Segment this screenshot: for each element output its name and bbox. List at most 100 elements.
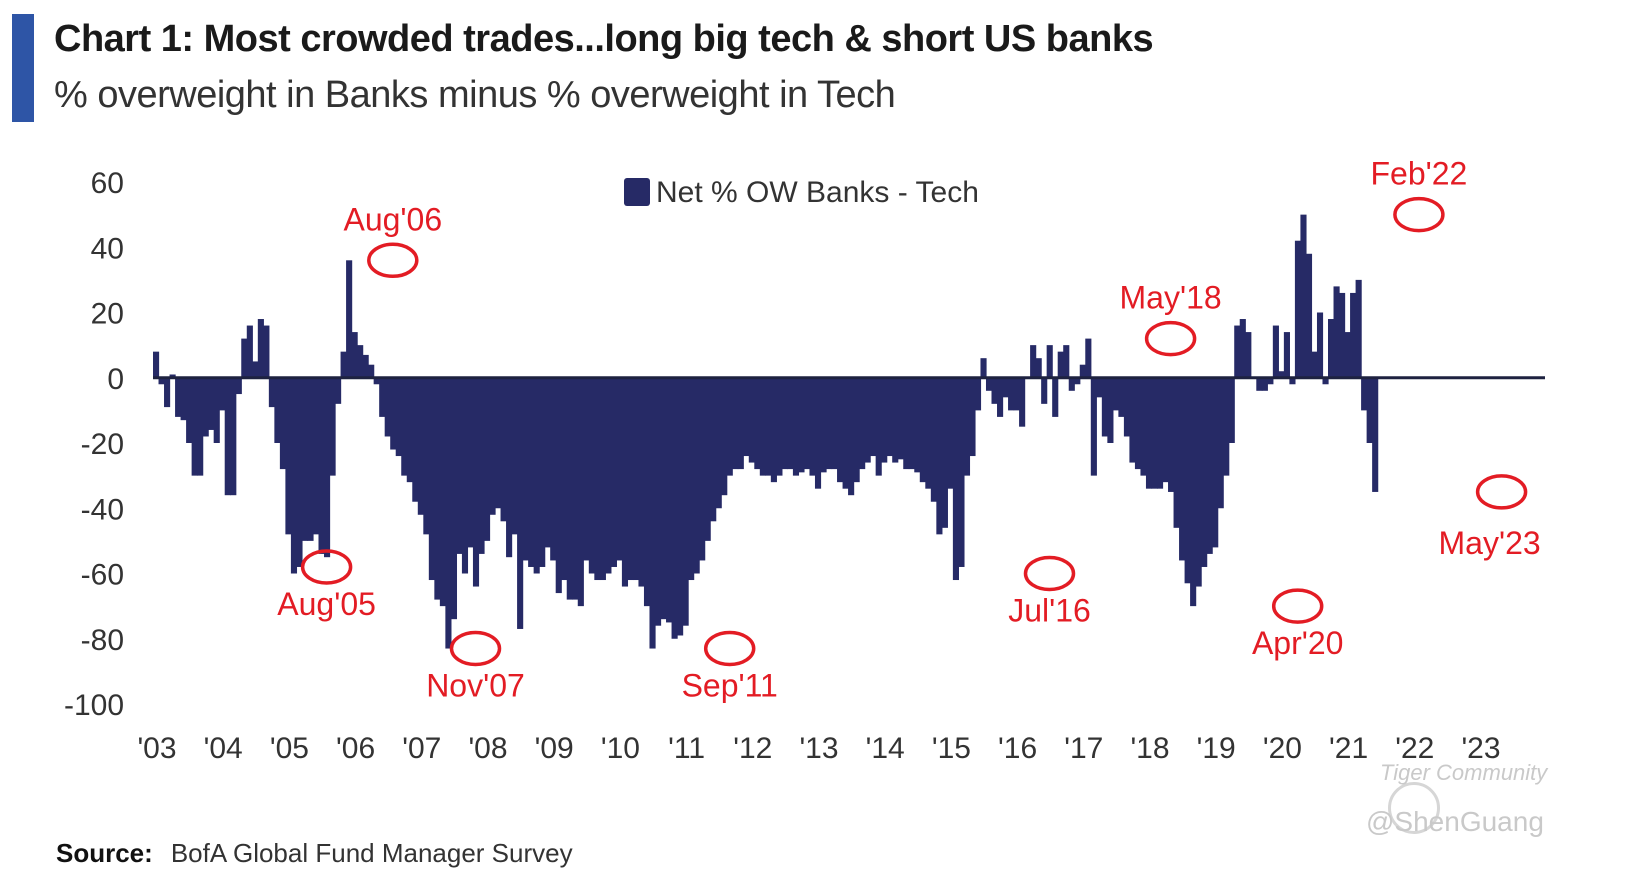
x-tick-label: '09 — [535, 732, 574, 765]
bar — [241, 338, 248, 378]
bar — [671, 377, 678, 639]
bar — [875, 377, 882, 476]
bar — [621, 377, 629, 587]
bar — [897, 377, 904, 460]
bar — [153, 351, 160, 378]
bar — [814, 377, 822, 489]
bar — [997, 377, 1004, 417]
annotation-label: Apr'20 — [1252, 625, 1344, 661]
bar — [1008, 377, 1015, 411]
bar — [969, 377, 976, 457]
source-label: Source: — [56, 838, 153, 868]
bar — [555, 377, 562, 594]
bar — [588, 377, 595, 574]
bar — [296, 377, 303, 567]
bar — [991, 377, 998, 404]
bar — [721, 377, 728, 496]
bar — [1035, 358, 1042, 378]
x-tick-label: '06 — [336, 732, 375, 765]
bar — [1333, 286, 1340, 378]
bar — [351, 332, 358, 378]
x-tick-label: '03 — [137, 732, 176, 765]
bar — [285, 377, 292, 535]
x-axis: '03 '04 '05 '06 '07 '08 '09 '10 '11 '12 '13 '14 '15 '… — [137, 732, 1500, 765]
bar — [925, 377, 932, 489]
bar — [980, 358, 987, 378]
bar — [544, 377, 551, 548]
bar — [837, 377, 844, 483]
bar — [610, 377, 617, 567]
y-tick-label: 60 — [91, 167, 124, 200]
bar — [324, 377, 331, 558]
bar — [809, 377, 816, 476]
bar — [357, 345, 364, 378]
y-axis: 60 40 20 0 -20 -40 -60 -80 -100 — [64, 167, 124, 722]
bar — [1134, 377, 1142, 470]
bar — [710, 377, 717, 522]
legend-swatch — [624, 178, 650, 206]
bar — [368, 364, 375, 378]
bar — [616, 377, 623, 561]
bar — [500, 377, 507, 522]
bar — [963, 377, 971, 476]
bar — [186, 377, 193, 443]
bar — [820, 377, 827, 473]
bar — [456, 377, 463, 554]
tiger-logo-icon — [1388, 782, 1440, 834]
x-tick-label: '18 — [1130, 732, 1169, 765]
bar — [765, 377, 772, 476]
bar — [467, 377, 474, 548]
bar — [312, 377, 320, 535]
bar — [445, 377, 452, 649]
annotation-circle — [703, 630, 756, 667]
bar — [301, 377, 309, 541]
bar — [1173, 377, 1180, 528]
bar — [594, 377, 601, 581]
bar — [395, 377, 402, 457]
x-tick-label: '14 — [866, 732, 905, 765]
legend-label: Net % OW Banks - Tech — [656, 176, 979, 209]
bar — [329, 377, 336, 476]
y-tick-label: -100 — [64, 689, 124, 722]
bar — [158, 377, 165, 385]
bar — [919, 377, 926, 483]
bar — [1289, 377, 1296, 385]
bar — [202, 377, 209, 437]
bar — [191, 377, 198, 476]
bar — [1079, 364, 1086, 378]
bar — [798, 377, 805, 473]
bar — [1239, 319, 1246, 378]
x-tick-label: '16 — [998, 732, 1037, 765]
bar — [1195, 377, 1202, 587]
annotation-circle — [1475, 474, 1528, 510]
bar — [362, 354, 369, 378]
bar — [572, 377, 579, 600]
y-tick-label: 0 — [107, 363, 124, 396]
bar — [599, 377, 606, 581]
bar — [561, 377, 568, 581]
bar — [1145, 377, 1153, 489]
bar — [1328, 319, 1335, 378]
bar — [219, 377, 226, 411]
bar — [235, 377, 242, 395]
bar — [1256, 377, 1263, 391]
bar — [1361, 377, 1368, 411]
bar — [511, 377, 518, 535]
bar — [489, 377, 496, 515]
bar — [732, 377, 739, 470]
bar — [1344, 332, 1351, 378]
bar — [1041, 377, 1048, 404]
bar — [870, 377, 877, 457]
y-tick-label: 40 — [91, 232, 124, 265]
annotation-label: Feb'22 — [1370, 156, 1467, 192]
bar — [517, 377, 524, 629]
bar — [842, 377, 849, 489]
annotation-label: Sep'11 — [682, 668, 778, 704]
bar — [252, 361, 259, 378]
bar — [1101, 377, 1108, 437]
bar — [1206, 377, 1213, 554]
bar — [930, 377, 937, 502]
annotations: Aug'05 Aug'06 Nov'07 Sep'11 Jul'16 May'18 Apr'… — [277, 156, 1540, 704]
bar — [318, 377, 325, 554]
x-tick-label: '11 — [668, 732, 705, 765]
